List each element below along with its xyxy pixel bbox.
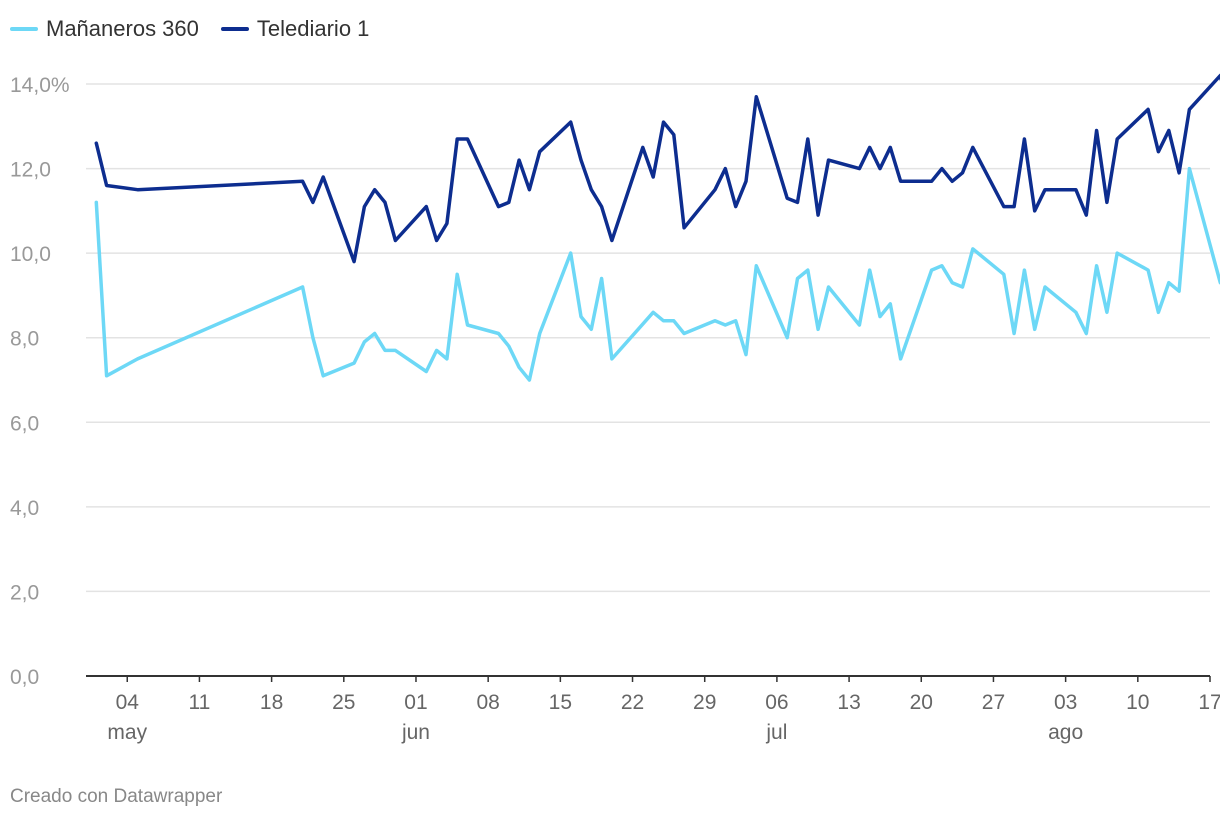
x-tick-label: 11: [189, 691, 211, 714]
x-tick-label: 04: [116, 691, 140, 714]
credit-text: Creado con Datawrapper: [10, 786, 223, 807]
x-month-label: jun: [401, 721, 430, 744]
legend-label-mananeros: Mañaneros 360: [46, 16, 199, 41]
legend-item-mananeros: Mañaneros 360: [10, 16, 199, 42]
y-tick-label: 8,0: [10, 328, 39, 351]
x-tick-label: 27: [982, 691, 1005, 714]
x-tick-label: 17: [1198, 691, 1220, 714]
y-tick-label: 6,0: [10, 412, 39, 435]
x-tick-label: 13: [837, 691, 860, 714]
y-tick-label: 12,0: [10, 159, 51, 182]
legend-swatch-mananeros: [10, 27, 38, 31]
series-line-telediario-1: [94, 73, 1220, 264]
x-tick-label: 06: [765, 691, 788, 714]
x-tick-label: 22: [621, 691, 644, 714]
y-tick-label: 4,0: [10, 497, 39, 520]
y-tick-label: 2,0: [10, 581, 39, 604]
legend-label-telediario: Telediario 1: [256, 16, 370, 41]
x-tick-label: 29: [693, 691, 716, 714]
x-tick-label: 01: [404, 691, 427, 714]
legend: Mañaneros 360 Telediario 1: [10, 16, 369, 42]
legend-swatch-telediario: [220, 27, 249, 31]
x-tick-label: 25: [332, 691, 355, 714]
x-month-label: ago: [1048, 721, 1083, 744]
y-tick-label: 0,0: [10, 666, 39, 689]
x-month-label: may: [107, 721, 147, 744]
y-tick-label: 14,0%: [10, 74, 70, 97]
x-tick-label: 10: [1126, 691, 1149, 714]
series-line-mananeros-360: [94, 166, 1220, 382]
x-tick-label: 18: [260, 691, 283, 714]
y-tick-label: 10,0: [10, 243, 51, 266]
x-tick-label: 15: [549, 691, 572, 714]
legend-item-telediario: Telediario 1: [220, 16, 370, 42]
x-tick-label: 03: [1054, 691, 1077, 714]
x-tick-label: 20: [910, 691, 933, 714]
line-chart: 0,0 2,0 4,0 6,0 8,0 10,0 12,0 14,0% 04 11 18 25 01 08…: [10, 73, 1220, 744]
x-month-label: jul: [765, 721, 787, 744]
x-tick-label: 08: [476, 691, 499, 714]
